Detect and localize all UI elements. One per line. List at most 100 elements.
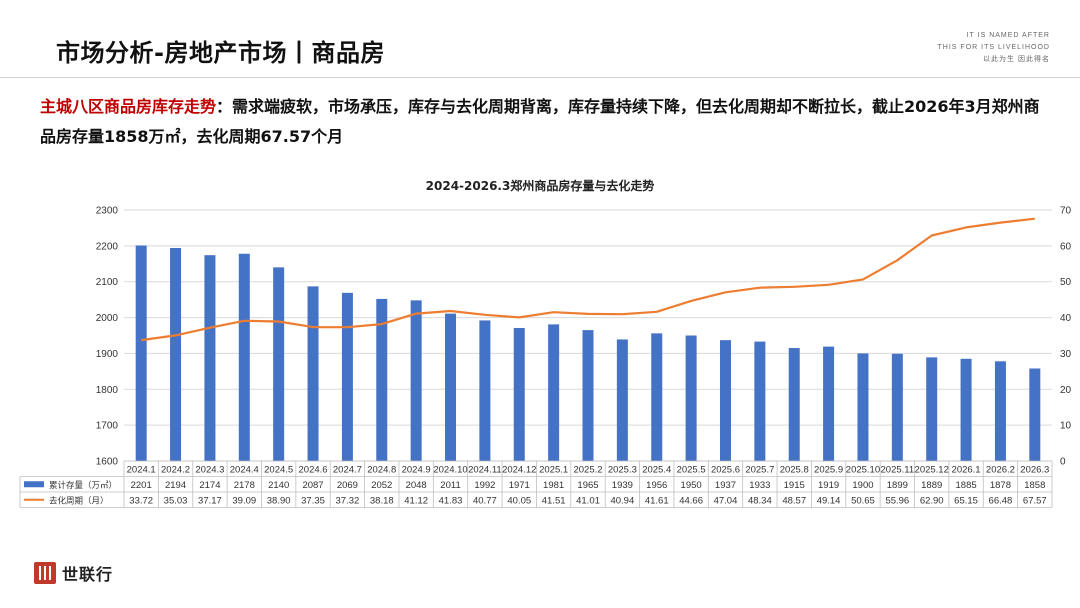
table-value-cycle: 47.04 <box>714 495 738 506</box>
table-value-stock: 1933 <box>749 480 770 491</box>
table-value-cycle: 35.03 <box>164 495 188 506</box>
bar <box>307 286 319 461</box>
category-label: 2025.3 <box>608 464 637 475</box>
page-title: 市场分析-房地产市场丨商品房 <box>56 39 385 67</box>
bar <box>341 292 353 461</box>
bar <box>891 353 903 461</box>
category-label: 2024.4 <box>230 464 259 475</box>
table-value-cycle: 65.15 <box>954 495 978 506</box>
right-axis-tick: 50 <box>1060 277 1072 288</box>
table-value-stock: 1981 <box>543 480 564 491</box>
bar <box>857 353 869 461</box>
bar <box>548 324 560 461</box>
right-axis-tick: 60 <box>1060 241 1072 252</box>
table-value-cycle: 66.48 <box>989 495 1013 506</box>
category-label: 2025.7 <box>745 464 774 475</box>
category-label: 2025.11 <box>881 464 915 475</box>
table-value-cycle: 38.18 <box>370 495 394 506</box>
table-value-cycle: 49.14 <box>817 495 841 506</box>
category-label: 2024.2 <box>161 464 190 475</box>
table-value-stock: 1885 <box>956 480 977 491</box>
category-label: 2024.5 <box>264 464 293 475</box>
table-value-cycle: 44.66 <box>679 495 703 506</box>
table-value-cycle: 55.96 <box>885 495 909 506</box>
logo-text: 世联行 <box>62 565 114 584</box>
category-label: 2024.7 <box>333 464 362 475</box>
table-value-stock: 1878 <box>990 480 1011 491</box>
category-label: 2025.6 <box>711 464 740 475</box>
category-label: 2025.5 <box>677 464 706 475</box>
bar <box>376 298 388 461</box>
table-value-cycle: 40.77 <box>473 495 497 506</box>
table-value-cycle: 48.57 <box>782 495 806 506</box>
table-value-stock: 2140 <box>268 480 289 491</box>
table-value-cycle: 41.51 <box>542 495 566 506</box>
tagline-line-3: 以此为生 因此得名 <box>983 56 1050 63</box>
left-axis-tick: 1900 <box>96 349 119 360</box>
category-label: 2024.12 <box>502 464 536 475</box>
table-value-stock: 2069 <box>337 480 358 491</box>
left-axis-tick: 2300 <box>96 206 119 217</box>
bar <box>823 346 835 461</box>
bar <box>1029 368 1041 461</box>
legend-label-stock: 累计存量（万㎡） <box>49 480 117 490</box>
bar <box>170 248 182 461</box>
bar <box>273 267 285 461</box>
category-label: 2024.11 <box>468 464 502 475</box>
table-value-stock: 2052 <box>371 480 392 491</box>
table-value-stock: 2178 <box>234 480 255 491</box>
left-axis-tick: 2100 <box>96 277 119 288</box>
table-value-cycle: 40.94 <box>610 495 634 506</box>
table-value-stock: 2048 <box>406 480 427 491</box>
chart-title: 2024-2026.3郑州商品房存量与去化走势 <box>425 179 655 193</box>
table-value-stock: 1956 <box>646 480 667 491</box>
headline-text: ：需求端疲软，市场承压，库存与去化周期背离，库存量持续下降，但去化周期却不断拉长… <box>40 97 1040 146</box>
bar <box>238 253 250 461</box>
combo-chart: 1600 1700 1800 1900 2000 2100 2200 2300 0 10 20 30 4… <box>19 206 1072 508</box>
table-value-stock: 1900 <box>852 480 873 491</box>
bar <box>479 320 491 461</box>
table-value-cycle: 41.01 <box>576 495 600 506</box>
right-axis-tick: 10 <box>1060 421 1072 432</box>
right-axis-tick: 20 <box>1060 385 1072 396</box>
bar <box>513 327 525 461</box>
table-value-stock: 2011 <box>440 480 460 491</box>
bar <box>754 341 766 461</box>
table-value-cycle: 62.90 <box>920 495 944 506</box>
category-label: 2026.2 <box>986 464 1015 475</box>
category-label: 2024.3 <box>195 464 224 475</box>
category-label: 2024.10 <box>433 464 467 475</box>
table-value-stock: 2194 <box>165 480 186 491</box>
left-axis-tick: 1600 <box>96 457 119 468</box>
table-value-cycle: 37.35 <box>301 495 325 506</box>
header-divider <box>0 77 1080 78</box>
category-label: 2025.8 <box>780 464 809 475</box>
right-axis-tick: 40 <box>1060 313 1072 324</box>
table-value-stock: 2174 <box>199 480 220 491</box>
table-value-stock: 1899 <box>887 480 908 491</box>
table-value-cycle: 37.32 <box>336 495 360 506</box>
category-label: 2024.9 <box>402 464 431 475</box>
table-value-cycle: 67.57 <box>1023 495 1047 506</box>
table-value-cycle: 40.05 <box>507 495 531 506</box>
category-label: 2026.3 <box>1020 464 1049 475</box>
tagline: IT IS NAMED AFTER THIS FOR ITS LIVELIHOO… <box>938 30 1050 66</box>
bar <box>719 340 731 461</box>
table-value-stock: 1915 <box>784 480 805 491</box>
category-label: 2025.1 <box>539 464 568 475</box>
table-value-stock: 1950 <box>681 480 702 491</box>
bar <box>410 300 422 461</box>
table-value-stock: 2201 <box>131 480 152 491</box>
headline: 主城八区商品房库存走势：需求端疲软，市场承压，库存与去化周期背离，库存量持续下降… <box>40 92 1050 152</box>
table-value-stock: 1992 <box>474 480 495 491</box>
category-label: 2024.6 <box>299 464 328 475</box>
bar <box>582 330 594 461</box>
bar <box>204 255 216 461</box>
left-axis-tick: 2200 <box>96 241 119 252</box>
category-label: 2025.12 <box>915 464 949 475</box>
table-value-cycle: 50.65 <box>851 495 875 506</box>
left-axis-tick: 1800 <box>96 385 119 396</box>
category-label: 2025.2 <box>573 464 602 475</box>
table-value-cycle: 39.09 <box>232 495 256 506</box>
table-value-cycle: 41.61 <box>645 495 669 506</box>
